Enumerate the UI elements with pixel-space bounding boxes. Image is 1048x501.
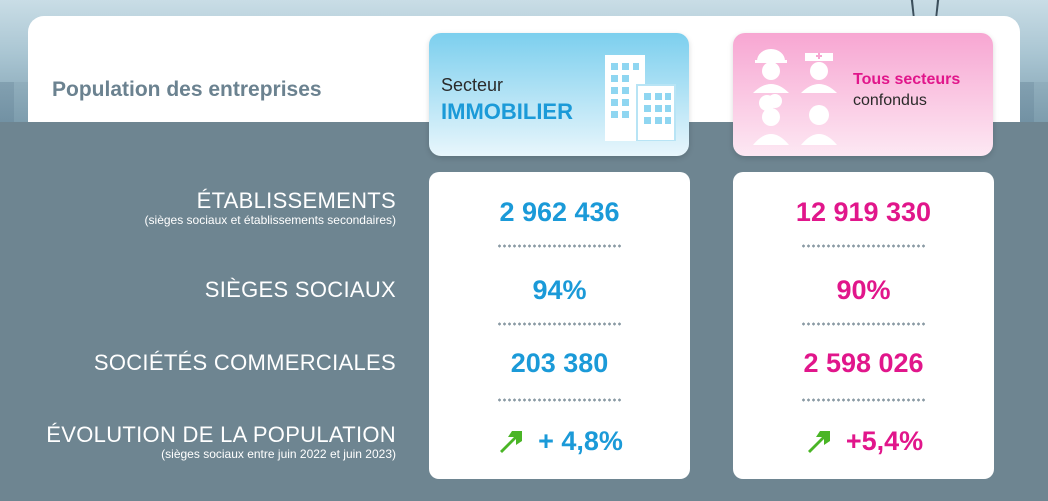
value-evolution-immobilier: + 4,8% xyxy=(429,426,690,457)
sector-immobilier-line1: Secteur xyxy=(441,75,504,95)
arrow-up-right-icon xyxy=(500,430,523,453)
row-label-sieges-sociaux: SIÈGES SOCIAUX xyxy=(205,277,396,303)
sector-tous-line2: confondus xyxy=(853,92,927,109)
row-label-main: SOCIÉTÉS COMMERCIALES xyxy=(93,350,396,375)
row-label-societes-commerciales: SOCIÉTÉS COMMERCIALES xyxy=(94,350,396,376)
sector-card-tous-secteurs: Tous secteurs confondus xyxy=(733,33,993,156)
row-label-main: ÉVOLUTION DE LA POPULATION xyxy=(46,422,396,447)
dotted-divider xyxy=(801,322,925,326)
value-evolution-tous: +5,4% xyxy=(733,426,994,457)
dotted-divider xyxy=(497,398,621,402)
sector-immobilier-line2: IMMOBILIER xyxy=(441,99,573,124)
value-sieges-tous: 90% xyxy=(836,275,891,305)
page-title: Population des entreprises xyxy=(52,78,322,101)
value-societes-immobilier: 203 380 xyxy=(510,348,609,378)
row-label-sub: (sièges sociaux entre juin 2022 et juin … xyxy=(161,447,396,461)
values-panel-immobilier: 2 962 436 94% 203 380 + 4,8% xyxy=(429,172,690,479)
row-label-etablissements: ÉTABLISSEMENTS (sièges sociaux et établi… xyxy=(145,188,396,227)
building-icon xyxy=(605,55,676,141)
dotted-divider xyxy=(497,244,621,248)
value-text: +5,4% xyxy=(845,426,924,456)
value-etablissements-immobilier: 2 962 436 xyxy=(499,197,620,227)
arrow-up-right-icon xyxy=(807,430,830,453)
dotted-divider xyxy=(801,398,925,402)
dotted-divider xyxy=(497,322,621,326)
value-etablissements-tous: 12 919 330 xyxy=(795,197,932,227)
sector-card-immobilier: Secteur IMMOBILIER xyxy=(429,33,689,156)
sector-tous-line1: Tous secteurs xyxy=(853,71,961,88)
row-label-main: SIÈGES SOCIAUX xyxy=(204,277,396,302)
people-icon xyxy=(753,49,837,145)
values-panel-tous-secteurs: 12 919 330 90% 2 598 026 +5,4% xyxy=(733,172,994,479)
value-sieges-immobilier: 94% xyxy=(532,275,587,305)
row-label-sub: (sièges sociaux et établissements second… xyxy=(144,213,396,227)
dotted-divider xyxy=(801,244,925,248)
row-label-main: ÉTABLISSEMENTS xyxy=(196,188,396,213)
value-societes-tous: 2 598 026 xyxy=(803,348,924,378)
value-text: + 4,8% xyxy=(538,426,623,456)
row-label-evolution: ÉVOLUTION DE LA POPULATION (sièges socia… xyxy=(46,422,396,461)
